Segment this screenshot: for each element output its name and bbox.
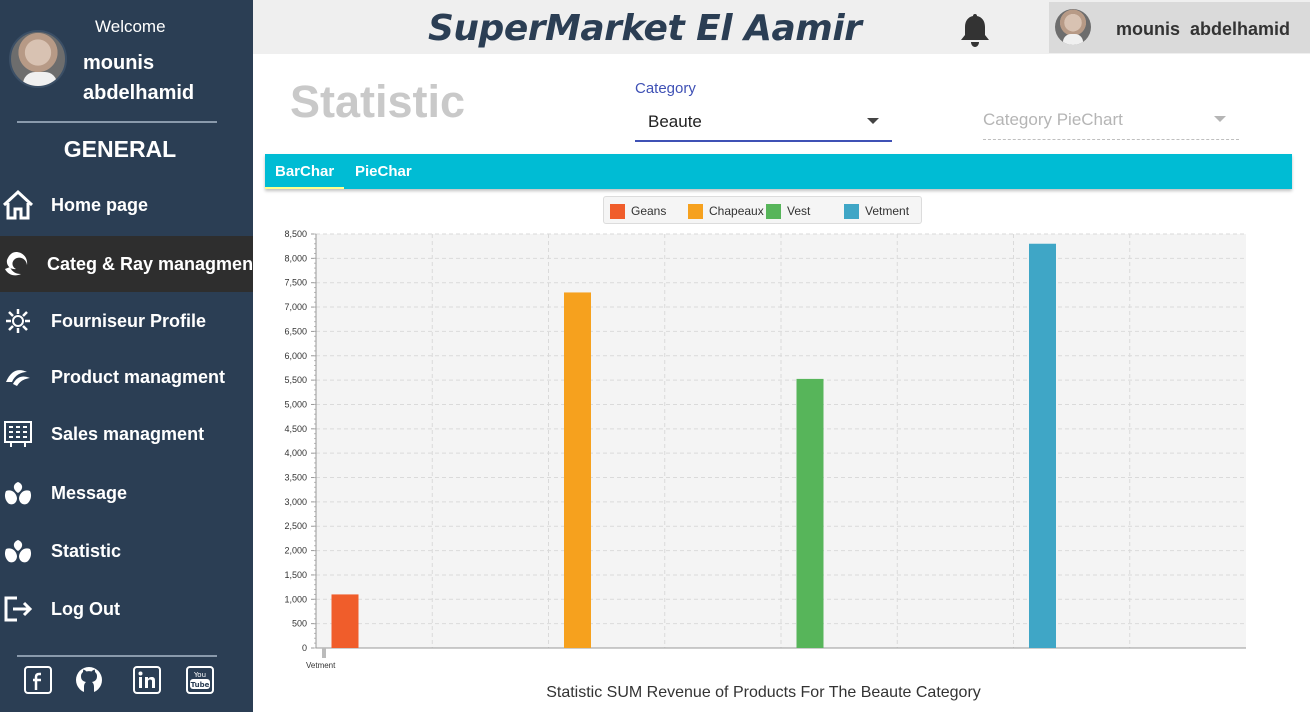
- y-tick-label: 3,500: [284, 473, 307, 483]
- legend-item: Vetment: [844, 202, 909, 220]
- sales-icon: [1, 417, 35, 451]
- logout-icon: [1, 592, 35, 626]
- legend-item: Vest: [766, 202, 810, 220]
- y-tick-label: 8,500: [284, 229, 307, 239]
- chevron-down-icon: [867, 118, 879, 124]
- sidebar-item-sales[interactable]: Sales managment: [0, 406, 253, 462]
- supplier-icon: [1, 304, 35, 338]
- message-icon: [1, 476, 35, 510]
- sidebar-item-label: Log Out: [51, 599, 120, 620]
- welcome-text: Welcome: [95, 17, 166, 37]
- linkedin-icon[interactable]: [133, 666, 161, 694]
- bar-vetment: [1029, 244, 1056, 648]
- legend-item: Chapeaux: [688, 202, 764, 220]
- legend-label: Chapeaux: [709, 204, 764, 218]
- sidebar-item-label: Sales managment: [51, 424, 204, 445]
- divider: [17, 121, 217, 123]
- y-tick-label: 500: [292, 619, 307, 629]
- chevron-down-icon: [1214, 116, 1226, 122]
- bar-chart: 0 500 1,000 1,500 2,000 2,500 3,000 3,500 4,000 4…: [265, 224, 1265, 674]
- y-tick-label: 4,500: [284, 424, 307, 434]
- social-links: You Tube: [0, 666, 253, 700]
- sidebar-item-label: Message: [51, 483, 127, 504]
- user-last-name: abdelhamid: [83, 82, 194, 105]
- sidebar-profile: Welcome mounis abdelhamid: [0, 0, 253, 115]
- y-tick-label: 1,500: [284, 570, 307, 580]
- sidebar-item-statistic[interactable]: Statistic: [0, 523, 253, 579]
- legend-swatch: [688, 204, 703, 219]
- sidebar-item-label: Statistic: [51, 541, 121, 562]
- category-icon: [1, 247, 31, 281]
- app-title: SuperMarket El Aamir: [428, 8, 861, 49]
- svg-text:You: You: [193, 671, 206, 679]
- sidebar-item-message[interactable]: Message: [0, 465, 253, 521]
- category-piechart-placeholder: Category PieChart: [983, 110, 1123, 130]
- category-label: Category: [635, 80, 696, 97]
- chart-tabs: BarChar PieChar: [265, 154, 1292, 189]
- sidebar-item-label: Home page: [51, 195, 148, 216]
- facebook-icon[interactable]: [24, 666, 52, 694]
- y-tick-label: 8,000: [284, 253, 307, 263]
- youtube-icon[interactable]: You Tube: [186, 666, 214, 694]
- y-tick-label: 7,000: [284, 302, 307, 312]
- y-tick-label: 2,000: [284, 546, 307, 556]
- legend-label: Geans: [631, 204, 666, 218]
- divider: [17, 655, 217, 657]
- top-header: SuperMarket El Aamir mounis abdelhamid: [253, 0, 1310, 54]
- user-first-name: mounis: [83, 52, 154, 75]
- bar-geans: [332, 594, 359, 648]
- sidebar-item-label: Categ & Ray managment: [47, 254, 259, 275]
- legend-label: Vetment: [865, 204, 909, 218]
- user-chip-name: mounis abdelhamid: [1116, 19, 1290, 40]
- sidebar-item-label: Product managment: [51, 367, 225, 388]
- sidebar-item-logout[interactable]: Log Out: [0, 581, 253, 637]
- legend-label: Vest: [787, 204, 810, 218]
- user-chip[interactable]: mounis abdelhamid: [1049, 2, 1310, 53]
- tab-barchar[interactable]: BarChar: [265, 154, 344, 189]
- y-tick-label: 6,500: [284, 326, 307, 336]
- y-tick-label: 1,000: [284, 594, 307, 604]
- chart-legend: Geans Chapeaux Vest Vetment: [603, 196, 922, 224]
- category-select-value: Beaute: [648, 112, 702, 132]
- category-select[interactable]: Beaute: [635, 104, 892, 142]
- legend-swatch: [610, 204, 625, 219]
- legend-swatch: [844, 204, 859, 219]
- github-icon[interactable]: [75, 666, 103, 694]
- sidebar-item-categ[interactable]: Categ & Ray managment: [0, 236, 253, 292]
- avatar: [9, 30, 67, 88]
- y-tick-label: 5,500: [284, 375, 307, 385]
- y-tick-label: 7,500: [284, 278, 307, 288]
- product-icon: [1, 360, 35, 394]
- y-tick-label: 0: [302, 643, 307, 653]
- avatar: [1055, 9, 1091, 45]
- y-tick-label: 4,000: [284, 448, 307, 458]
- x-tick-label: Vetment: [306, 661, 336, 670]
- page-title: Statistic: [290, 76, 465, 128]
- sidebar: Welcome mounis abdelhamid GENERAL Home p…: [0, 0, 253, 712]
- home-icon: [1, 188, 35, 222]
- legend-swatch: [766, 204, 781, 219]
- svg-text:Tube: Tube: [191, 681, 210, 689]
- tab-piechar[interactable]: PieChar: [355, 154, 412, 189]
- bar-vest: [797, 379, 824, 648]
- sidebar-item-fourniseur[interactable]: Fourniseur Profile: [0, 293, 253, 349]
- sidebar-item-product[interactable]: Product managment: [0, 349, 253, 405]
- y-tick-label: 6,000: [284, 351, 307, 361]
- sidebar-item-label: Fourniseur Profile: [51, 311, 206, 332]
- category-piechart-select[interactable]: Category PieChart: [983, 104, 1239, 140]
- statistic-icon: [1, 534, 35, 568]
- y-tick-label: 3,000: [284, 497, 307, 507]
- legend-item: Geans: [610, 202, 666, 220]
- bell-icon[interactable]: [955, 10, 995, 50]
- chart-title: Statistic SUM Revenue of Products For Th…: [265, 684, 1262, 702]
- bar-chapeaux: [564, 292, 591, 648]
- y-tick-label: 5,000: [284, 399, 307, 409]
- section-title: GENERAL: [0, 136, 240, 163]
- x-tick: [322, 648, 326, 658]
- sidebar-item-home[interactable]: Home page: [0, 177, 253, 233]
- y-tick-label: 2,500: [284, 521, 307, 531]
